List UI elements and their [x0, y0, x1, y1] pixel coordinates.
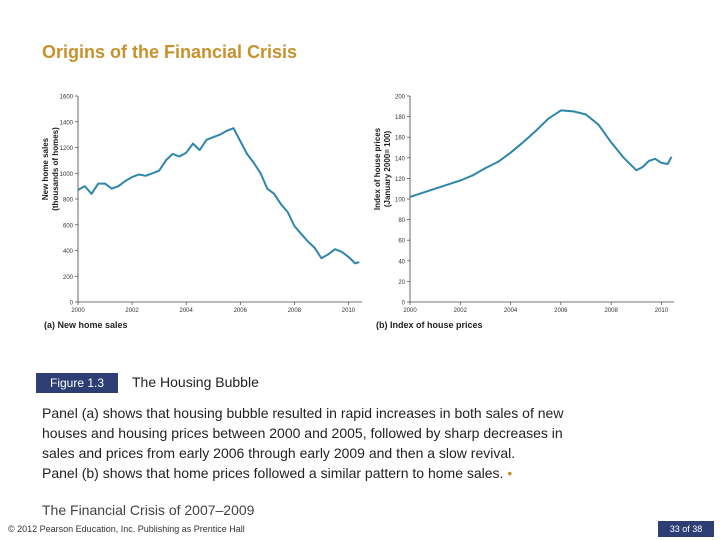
- chart-house-price-index: 0 20 40 60 80 100 120 140 160 180 200 2000 2002 2004 2…: [373, 95, 674, 330]
- y-tick-label: 80: [398, 218, 405, 224]
- caption-line: Panel (a) shows that housing bubble resu…: [42, 405, 564, 421]
- y-tick-label: 40: [398, 259, 405, 265]
- y-tick-label: 180: [395, 115, 406, 121]
- data-series-line: [77, 127, 360, 265]
- y-tick-label: 160: [395, 136, 406, 142]
- x-tick-label: 2000: [403, 308, 417, 314]
- x-tick-label: 2010: [342, 308, 356, 314]
- x-tick-label: 2008: [604, 308, 618, 314]
- y-axis-label: New home sales (thousands of homes): [41, 127, 60, 211]
- figure-caption: Panel (a) shows that housing bubble resu…: [42, 403, 682, 483]
- y-axis-label-line: (January 2000= 100): [383, 131, 392, 208]
- chart-new-home-sales: 0 200 400 600 800 1000 1200 1400 1600 2000 2002 200…: [41, 95, 362, 330]
- x-tick-label: 2004: [180, 308, 194, 314]
- y-tick-label: 1200: [60, 146, 74, 152]
- y-axis-label-line: (thousands of homes): [51, 127, 60, 211]
- caption-line: Panel (b) shows that home prices followe…: [42, 463, 682, 483]
- x-tick-label: 2002: [454, 308, 468, 314]
- y-tick-label: 140: [395, 156, 406, 162]
- panel-label: (b) Index of house prices: [376, 320, 483, 330]
- x-tick-label: 2010: [655, 308, 669, 314]
- y-tick-label: 60: [398, 239, 405, 245]
- copyright-text: © 2012 Pearson Education, Inc. Publishin…: [8, 524, 245, 534]
- x-tick-label: 2006: [554, 308, 568, 314]
- panel-label: (a) New home sales: [44, 320, 128, 330]
- caption-line: sales and prices from early 2006 through…: [42, 445, 516, 461]
- slide-title: Origins of the Financial Crisis: [42, 42, 298, 62]
- x-tick-label: 2000: [71, 308, 85, 314]
- y-tick-label: 400: [63, 249, 74, 255]
- x-tick-label: 2006: [234, 308, 248, 314]
- y-tick-label: 200: [63, 275, 74, 281]
- y-tick-label: 100: [395, 198, 406, 204]
- y-tick-label: 200: [395, 95, 406, 101]
- y-tick-label: 0: [402, 301, 406, 307]
- caption-line: houses and housing prices between 2000 a…: [42, 425, 563, 441]
- y-tick-label: 0: [70, 301, 74, 307]
- figure-label-badge: Figure 1.3: [36, 373, 118, 393]
- y-tick-label: 1400: [60, 120, 74, 126]
- y-tick-label: 20: [398, 280, 405, 286]
- x-tick-label: 2002: [125, 308, 139, 314]
- y-axis-label: Index of house prices (January 2000= 100): [373, 127, 392, 210]
- page-number: 33 of 38: [658, 521, 714, 537]
- y-axis-label-line: Index of house prices: [373, 127, 382, 210]
- figure-title: The Housing Bubble: [132, 374, 259, 390]
- caption-bullet: •: [507, 465, 513, 481]
- caption-line-text: Panel (b) shows that home prices followe…: [42, 465, 504, 481]
- y-tick-label: 120: [395, 177, 406, 183]
- y-tick-label: 600: [63, 223, 74, 229]
- y-tick-label: 1600: [60, 95, 74, 101]
- data-series-line: [409, 109, 673, 198]
- y-axis-label-line: New home sales: [41, 137, 50, 200]
- slide-subtitle: The Financial Crisis of 2007–2009: [42, 502, 255, 518]
- y-tick-label: 1000: [60, 172, 74, 178]
- y-tick-label: 800: [63, 198, 74, 204]
- x-tick-label: 2004: [504, 308, 518, 314]
- x-tick-label: 2008: [288, 308, 302, 314]
